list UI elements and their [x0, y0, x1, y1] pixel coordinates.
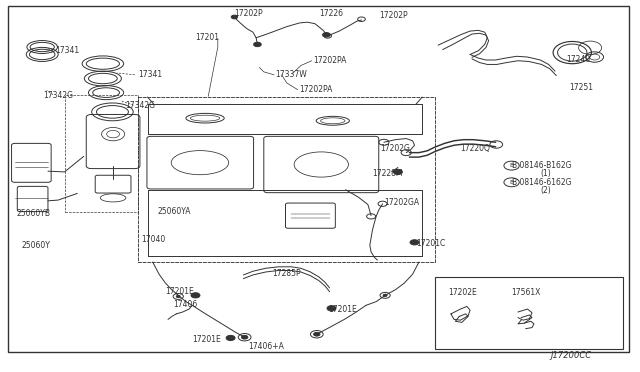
Text: 17201: 17201 — [195, 33, 220, 42]
Text: 17202G: 17202G — [381, 144, 410, 153]
Text: 17202GA: 17202GA — [384, 198, 419, 207]
Circle shape — [231, 15, 237, 19]
Circle shape — [191, 293, 200, 298]
Text: 17201E: 17201E — [328, 305, 357, 314]
Text: 17201C: 17201C — [416, 239, 445, 248]
Text: 17341: 17341 — [55, 46, 79, 55]
Text: 17337W: 17337W — [275, 70, 307, 79]
Text: 17228M: 17228M — [372, 169, 403, 177]
Text: B 08146-6162G: B 08146-6162G — [511, 178, 571, 187]
Text: 17285P: 17285P — [272, 269, 301, 278]
Text: 17201E: 17201E — [192, 335, 221, 344]
Text: 17342G: 17342G — [44, 91, 74, 100]
Text: 17201E: 17201E — [166, 287, 194, 296]
Text: 17406+A: 17406+A — [248, 341, 284, 350]
Circle shape — [410, 240, 419, 245]
Circle shape — [176, 295, 180, 298]
Circle shape — [383, 294, 387, 296]
Text: 17040: 17040 — [141, 235, 165, 244]
Text: 25060Y: 25060Y — [21, 241, 50, 250]
Circle shape — [314, 333, 320, 336]
Circle shape — [253, 42, 261, 46]
Text: 17342G: 17342G — [125, 101, 156, 110]
Circle shape — [394, 169, 403, 174]
Text: 17202PA: 17202PA — [299, 85, 332, 94]
Text: 25060YA: 25060YA — [157, 208, 191, 217]
Text: 17406: 17406 — [173, 300, 197, 309]
Circle shape — [323, 33, 330, 37]
Circle shape — [241, 335, 248, 339]
Text: 17240: 17240 — [566, 55, 591, 64]
Text: 17202E: 17202E — [448, 288, 476, 297]
Circle shape — [226, 335, 235, 340]
Text: B: B — [509, 163, 514, 168]
Bar — [435, 277, 623, 349]
Text: 17226: 17226 — [319, 9, 343, 18]
Text: 25060YB: 25060YB — [17, 209, 51, 218]
Text: 17341: 17341 — [138, 70, 162, 79]
Text: (2): (2) — [540, 186, 551, 195]
Text: 17202PA: 17202PA — [314, 56, 347, 65]
Text: 17202P: 17202P — [234, 9, 262, 18]
Text: 17202P: 17202P — [379, 11, 408, 20]
Text: J17200CC: J17200CC — [550, 351, 591, 360]
Text: 17561X: 17561X — [511, 288, 541, 297]
Text: 17251: 17251 — [569, 83, 593, 92]
Bar — [65, 95, 138, 212]
Text: B: B — [509, 180, 514, 185]
Circle shape — [327, 306, 336, 311]
Text: B 08146-B162G: B 08146-B162G — [511, 161, 571, 170]
Text: 17220Q: 17220Q — [461, 144, 490, 153]
Text: (1): (1) — [540, 169, 551, 177]
